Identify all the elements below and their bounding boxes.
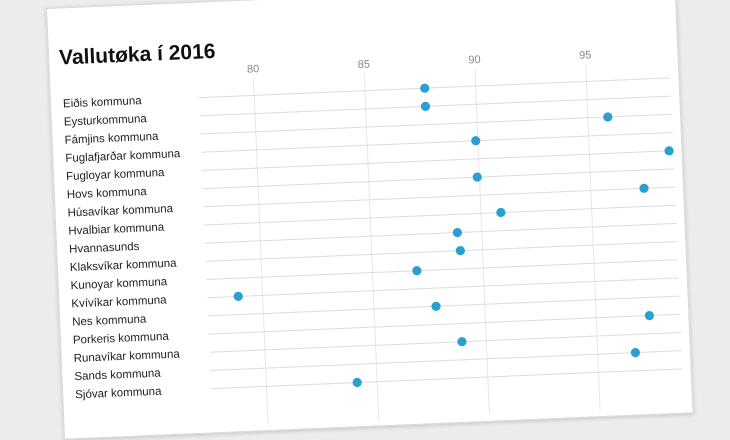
category-label: Nes kommuna [72, 313, 147, 328]
x-tick-label: 85 [357, 58, 370, 71]
category-label: Hvannasunds [69, 241, 140, 256]
x-tick-label: 80 [247, 63, 260, 76]
x-gridline [474, 69, 490, 416]
data-point [452, 227, 462, 238]
category-label: Fugloyar kommuna [66, 167, 165, 183]
row-divider [199, 95, 672, 117]
category-label: Fámjins kommuna [64, 131, 159, 147]
category-label: Runavíkar kommuna [73, 348, 180, 364]
category-label: Hovs kommuna [67, 186, 148, 201]
category-label: Porkeris kommuna [73, 331, 170, 347]
row-divider [204, 222, 677, 244]
row-divider [200, 113, 673, 135]
data-point [233, 291, 243, 302]
x-gridline [585, 64, 601, 411]
data-point [603, 112, 613, 122]
category-label: Klaksvíkar kommuna [70, 258, 178, 274]
row-divider [206, 259, 679, 281]
data-point [664, 146, 674, 156]
row-divider [201, 150, 674, 171]
data-point [639, 183, 649, 193]
data-point [420, 101, 431, 111]
row-divider [208, 313, 681, 335]
row-divider [209, 331, 682, 353]
x-tick-label: 95 [579, 49, 592, 62]
row-divider [207, 277, 679, 299]
row-divider [202, 168, 675, 190]
data-point [457, 337, 467, 347]
category-label: Kvívíkar kommuna [71, 294, 167, 310]
row-divider [198, 77, 671, 99]
x-tick-label: 90 [468, 54, 481, 67]
category-label: Eiðis kommuna [63, 95, 143, 110]
chart-card: Vallutøka í 2016 80 85 90 95 Eiðis kommuna Ey… [46, 0, 694, 440]
row-divider [201, 131, 673, 153]
data-point [412, 266, 422, 276]
data-point [644, 311, 654, 321]
row-divider [211, 368, 683, 390]
row-divider [210, 350, 682, 371]
category-label: Sjóvar kommuna [75, 386, 162, 402]
row-divider [205, 241, 678, 262]
row-divider [203, 186, 676, 208]
category-label: Eysturkommuna [64, 113, 148, 128]
data-point [352, 377, 362, 388]
data-point [496, 207, 506, 218]
category-label: Hvalbiar kommuna [68, 222, 165, 238]
data-point [420, 83, 430, 93]
x-gridline [253, 78, 269, 425]
category-label: Fuglafjarðar kommuna [65, 148, 181, 165]
category-label: Húsavíkar kommuna [67, 203, 173, 219]
data-point [472, 172, 482, 182]
data-point [455, 246, 465, 256]
category-label: Kunoyar kommuna [70, 276, 168, 292]
x-gridline [363, 73, 380, 420]
data-point [471, 136, 481, 146]
data-point [431, 301, 441, 311]
row-divider [204, 204, 676, 226]
category-label: Sands kommuna [74, 367, 161, 383]
data-point [630, 348, 641, 358]
dot-plot: 80 85 90 95 Eiðis kommuna Eysturkommuna Fámjin… [63, 49, 683, 425]
row-divider [208, 295, 680, 317]
